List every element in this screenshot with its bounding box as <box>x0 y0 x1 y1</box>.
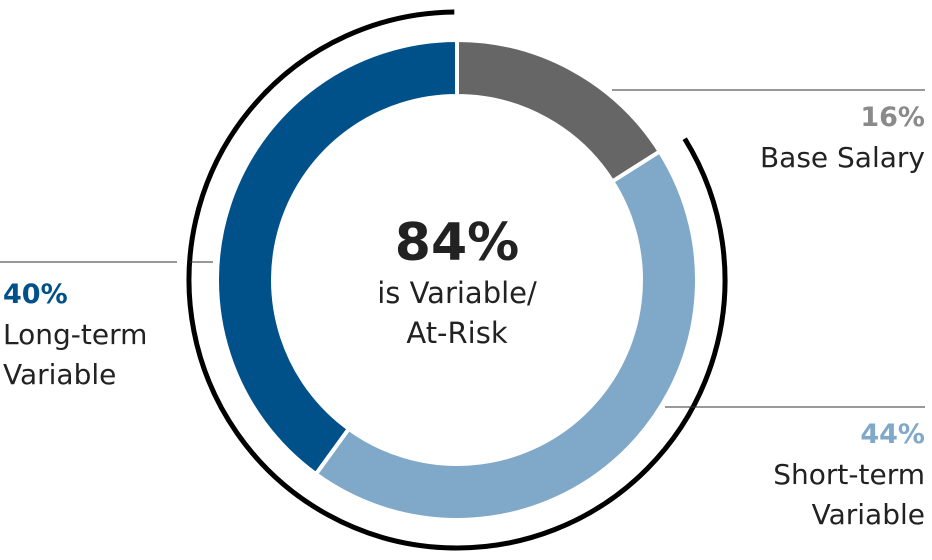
bracket-arc <box>186 9 728 551</box>
center-label: 84% <box>395 213 519 273</box>
category-label: Short-term Variable <box>773 458 925 531</box>
segment-label: 44% Short-term Variable <box>735 415 925 535</box>
center-text: At-Risk <box>406 316 507 350</box>
segment-label: 40% Long-term Variable <box>3 275 193 395</box>
donut-segment <box>215 37 459 477</box>
category-label: Long-term Variable <box>3 318 148 391</box>
center-text: is Variable/ <box>377 276 537 310</box>
value-label: 16% <box>860 102 925 133</box>
value-label: 40% <box>3 279 68 310</box>
segment-label: 16% Base Salary <box>735 98 925 178</box>
donut-segment <box>313 148 699 522</box>
value-label: 44% <box>860 419 925 450</box>
category-label: Base Salary <box>759 141 925 174</box>
donut-segment <box>455 37 663 185</box>
